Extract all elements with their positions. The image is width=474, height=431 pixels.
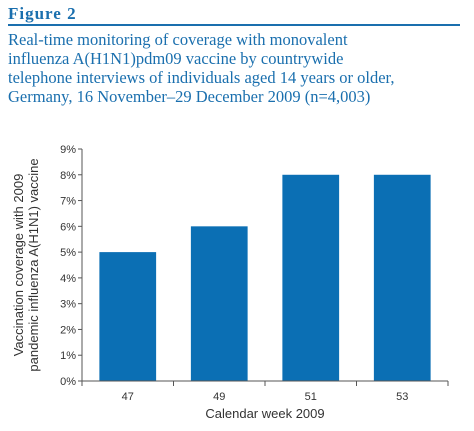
figure-title-line: Germany, 16 November–29 December 2009 (n… xyxy=(8,87,371,106)
bar xyxy=(373,174,431,381)
x-tick-label: 51 xyxy=(305,391,317,403)
y-tick-label: 6% xyxy=(60,221,76,233)
y-axis-label-line: Vaccination coverage with 2009 xyxy=(11,174,26,357)
y-tick-label: 0% xyxy=(60,376,76,388)
x-tick-label: 53 xyxy=(396,391,408,403)
y-tick-label: 4% xyxy=(60,273,76,285)
figure-title-line: influenza A(H1N1)pdm09 vaccine by countr… xyxy=(8,49,344,68)
y-axis: 0% 1% 2% 3% 4% 5% 6% 7% 8% 9% xyxy=(60,144,83,388)
y-tick-label: 9% xyxy=(60,144,76,156)
bar xyxy=(282,174,340,381)
x-tick-label: 47 xyxy=(122,391,134,403)
x-axis-label: Calendar week 2009 xyxy=(205,406,324,421)
x-tick-label: 49 xyxy=(213,391,225,403)
figure-label: Figure 2 xyxy=(8,4,77,23)
bar xyxy=(190,226,248,381)
y-tick-label: 8% xyxy=(60,170,76,182)
figure-title: Real-time monitoring of coverage with mo… xyxy=(8,30,464,106)
y-axis-label: Vaccination coverage with 2009 pandemic … xyxy=(11,158,41,371)
figure-title-line: Real-time monitoring of coverage with mo… xyxy=(8,30,348,49)
y-tick-label: 1% xyxy=(60,350,76,362)
figure-divider xyxy=(8,24,460,26)
figure-title-line: telephone interviews of individuals aged… xyxy=(8,68,395,87)
y-tick-label: 2% xyxy=(60,324,76,336)
bars xyxy=(99,174,431,381)
y-tick-label: 5% xyxy=(60,247,76,259)
x-axis: 47 49 51 53 xyxy=(81,380,449,403)
y-tick-label: 3% xyxy=(60,299,76,311)
bar xyxy=(99,252,157,381)
y-tick-label: 7% xyxy=(60,196,76,208)
y-axis-label-line: pandemic influenza A(H1N1) vaccine xyxy=(26,158,41,371)
